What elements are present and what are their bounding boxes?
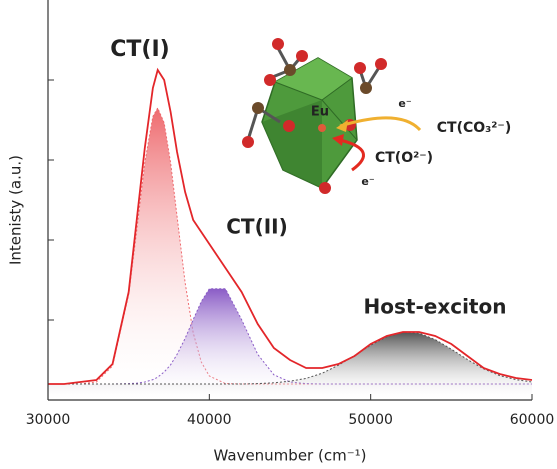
oxygen	[242, 136, 254, 148]
oxygen	[283, 120, 295, 132]
oxygen	[264, 74, 276, 86]
eu-center	[318, 124, 326, 132]
peak-label: Host-exciton	[364, 295, 507, 319]
y-axis-label: Intenisty (a.u.)	[7, 155, 25, 265]
inset-structure: Eue⁻CT(CO₃²⁻)e⁻CT(O²⁻)	[242, 38, 511, 194]
x-tick-label: 30000	[26, 412, 71, 428]
x-tick-label: 60000	[510, 412, 555, 428]
inset-label: CT(CO₃²⁻)	[437, 120, 511, 136]
carbon	[284, 64, 296, 76]
x-axis-label: Wavenumber (cm⁻¹)	[214, 447, 367, 465]
carbon	[360, 82, 372, 94]
peak-label: CT(I)	[110, 37, 169, 62]
x-tick-label: 40000	[187, 412, 232, 428]
page: Wavenumber (cm⁻¹) Intenisty (a.u.) Eue⁻C…	[0, 0, 557, 469]
oxygen	[319, 182, 331, 194]
inset-label: CT(O²⁻)	[375, 150, 433, 166]
x-tick-label: 50000	[348, 412, 393, 428]
oxygen	[296, 50, 308, 62]
inset-label: e⁻	[361, 175, 374, 188]
oxygen	[354, 62, 366, 74]
chart: Wavenumber (cm⁻¹) Intenisty (a.u.) Eue⁻C…	[0, 0, 557, 469]
carbon	[252, 102, 264, 114]
inset-label: e⁻	[398, 97, 411, 110]
oxygen	[375, 58, 387, 70]
inset-label: Eu	[311, 105, 329, 120]
oxygen	[272, 38, 284, 50]
peak-label: CT(II)	[226, 215, 287, 239]
